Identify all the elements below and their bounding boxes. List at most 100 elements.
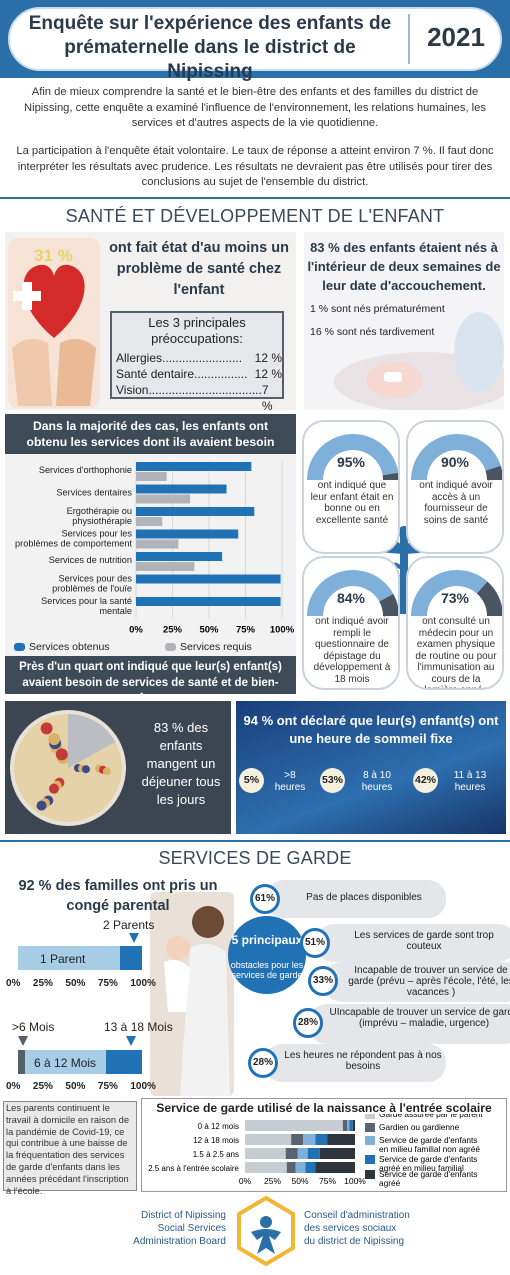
leave-bar-two (120, 946, 142, 970)
category-label: Services dentaires (56, 488, 132, 498)
tick-label: 75% (319, 1176, 336, 1186)
bar-required (136, 539, 179, 549)
stacked-segment (286, 1162, 296, 1173)
cereal-bit (48, 783, 59, 794)
gauge-segment (476, 581, 502, 616)
cereal-bit (36, 800, 47, 811)
dur-label-left: >6 Mois (12, 1020, 55, 1034)
cereal-bit (102, 767, 111, 776)
label-line: mentale (99, 606, 132, 616)
gauge-segment (382, 472, 398, 480)
bar-required (136, 472, 167, 481)
services-chart-title: Dans la majorité des cas, les enfants on… (5, 414, 296, 454)
category-label: 12 à 18 mois (193, 1136, 239, 1145)
bar-required (136, 562, 195, 571)
dur-bar-label: 6 à 12 Mois (34, 1056, 97, 1070)
category-label: Services pour les problèmes de comporteme… (15, 529, 132, 549)
stacked-segment (349, 1120, 353, 1131)
legend-label: Service de garde d'enfants agréé (379, 1169, 477, 1188)
dur-arrow-right (126, 1036, 136, 1046)
legend-label: Service de garde d'enfants agréé en milie… (379, 1154, 477, 1173)
barrier-pct: 28% (293, 1008, 323, 1038)
dur-bar-left (18, 1050, 25, 1074)
legend-line: en milieu familial non agréé (379, 1144, 480, 1154)
dur-label-right: 13 à 18 Mois (104, 1020, 173, 1034)
legend-required: Services requis (165, 641, 252, 653)
gauge-value: 90% (440, 454, 470, 470)
dur-bar-right (106, 1050, 142, 1074)
page-title: Enquête sur l'expérience des enfants de p… (28, 13, 392, 82)
barrier-pill (266, 880, 446, 918)
category-label: 0 à 12 mois (198, 1122, 239, 1131)
services-bar-chart: Services d'orthophonie Services dentaires… (15, 461, 295, 636)
footer-english: District of Nipissing Social Services Admi… (133, 1210, 226, 1247)
birth-panel (304, 232, 510, 412)
barrier-pill (264, 1044, 446, 1082)
stacked-segment (245, 1120, 343, 1131)
childcare-stacked-chart: 0 à 12 mois 12 à 18 mois 1.5 à 2.5 ans 2.5 … (148, 1114, 483, 1188)
bar-obtained (136, 574, 281, 584)
intro-paragraph-1: Afin de mieux comprendre la santé et le … (24, 86, 486, 129)
services-footer: Près d'un quart ont indiqué que leur(s) … (5, 656, 296, 705)
legend-label: Gardien ou gardienne (379, 1122, 460, 1132)
gauge-arc (411, 570, 502, 616)
bar-obtained (136, 529, 239, 539)
gauge-arc (307, 570, 398, 616)
tick-label: 100% (344, 1176, 366, 1186)
tick-label: 0% (239, 1176, 252, 1186)
footer-french: Conseil d'administration des services soc… (304, 1210, 410, 1247)
barriers-head: 5 principaux (231, 933, 303, 947)
gauge-segment (485, 465, 502, 480)
gauge-segment (379, 593, 398, 616)
barriers-center (228, 916, 306, 994)
legend-swatch (365, 1123, 375, 1132)
header-divider (408, 14, 410, 64)
dur-axis: 0% 25% 50% 75% 100% (6, 1081, 156, 1092)
leave-arrow (129, 933, 139, 943)
leave-bar-label: 1 Parent (40, 952, 86, 966)
category-label: Services d'orthophonie (39, 465, 132, 475)
pct-31: 31 % (34, 246, 73, 265)
sleep-pct-2: 53% (320, 768, 345, 793)
dur-arrow-left (18, 1036, 28, 1046)
gauge-value: 95% (336, 454, 366, 470)
gauge-text: ont indiqué que leur enfant était en bon… (310, 480, 394, 526)
tick-label: 25% (264, 1176, 281, 1186)
bar-required (136, 494, 191, 504)
gauge-card: 90% ont indiqué avoir accès à un fourniss… (406, 420, 504, 554)
legend-swatch (365, 1114, 375, 1119)
gauge-arc (307, 434, 398, 480)
tick-label: 50% (291, 1176, 308, 1186)
gauge-value: 84% (336, 590, 366, 606)
bar-required (136, 517, 163, 526)
legend-line: Service de garde d'enfants (379, 1169, 477, 1179)
legend-swatch (365, 1155, 375, 1164)
legend-label: Service de garde d'enfants en milieu fami… (379, 1135, 480, 1154)
category-label: Services de nutrition (49, 555, 132, 565)
legend-line: Service de garde d'enfants (379, 1135, 477, 1145)
tick-label: 50% (199, 625, 219, 636)
gauge-text: ont indiqué avoir accès à un fournisseur… (419, 480, 493, 526)
cereal-bit (81, 765, 90, 774)
stacked-segment (291, 1134, 304, 1145)
barrier-text: Pas de places disponibles (306, 892, 422, 903)
sleep-label-3: 11 à 13 heures (453, 770, 487, 793)
gauge-card: 73% ont consulté un médecin pour un exame… (406, 556, 504, 690)
category-label: 2.5 ans à l'entrée scolaire (148, 1164, 239, 1173)
barriers-sub: obstacles pour les services de garde (230, 960, 304, 980)
legend-swatch-obtained (14, 643, 25, 651)
stacked-segment (307, 1148, 320, 1159)
barrier-pill (324, 962, 510, 1002)
section-title-health: SANTÉ ET DÉVELOPPEMENT DE L'ENFANT (65, 206, 445, 226)
label-line: Services pour des (58, 574, 132, 584)
stacked-segment (297, 1148, 308, 1159)
section-divider (0, 197, 510, 199)
sleep-panel (236, 701, 506, 834)
bar-obtained (136, 597, 281, 606)
barrier-pct: 61% (250, 884, 280, 914)
gauge-segment (307, 434, 398, 480)
category-label: 1.5 à 2.5 ans (193, 1150, 239, 1159)
stacked-segment (245, 1148, 286, 1159)
stacked-segment (315, 1134, 328, 1145)
covid-note-box (3, 1101, 137, 1191)
